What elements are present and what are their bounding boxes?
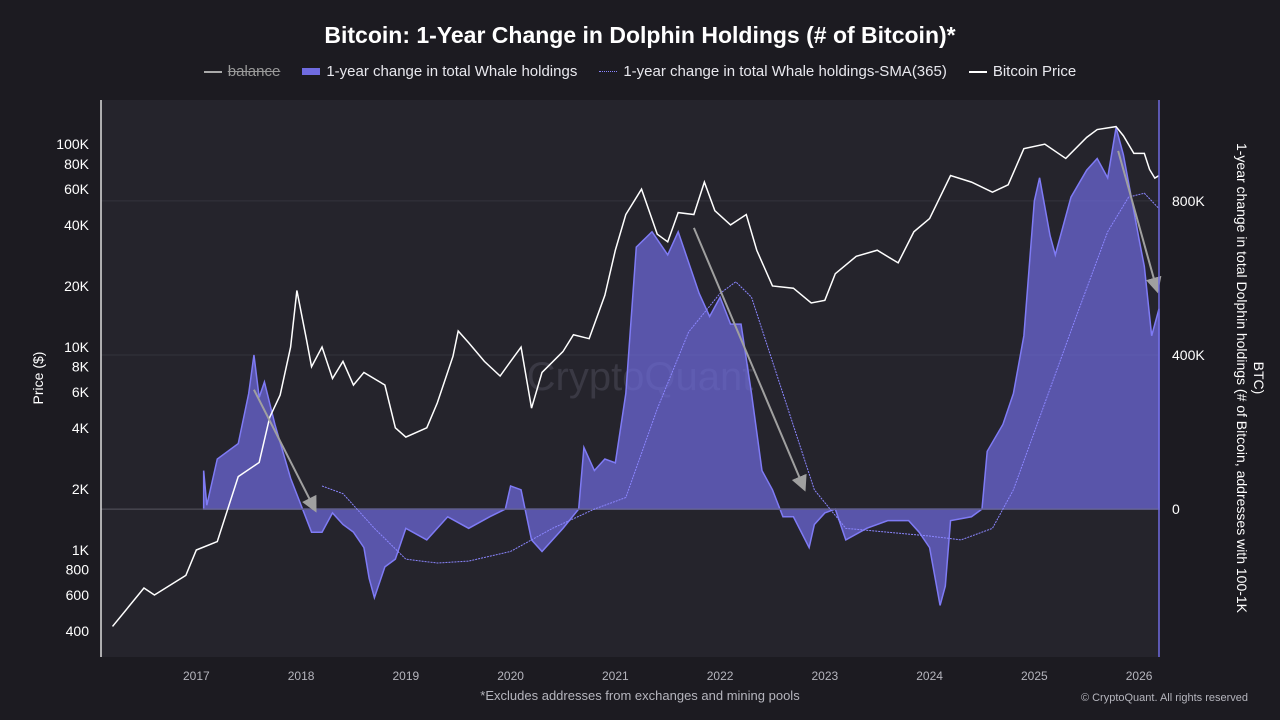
left-tick-label: 8K: [72, 359, 90, 375]
x-tick-label: 2023: [811, 669, 838, 683]
x-tick-label: 2019: [392, 669, 419, 683]
right-axis-title: 1-year change in total Dolphin holdings …: [1234, 143, 1267, 614]
legend-swatch: [302, 68, 321, 75]
legend-item-price[interactable]: Bitcoin Price: [968, 63, 1077, 80]
left-tick-label: 4K: [72, 420, 90, 436]
x-tick-label: 2025: [1021, 669, 1048, 683]
x-tick-label: 2024: [916, 669, 943, 683]
legend: balance 1-year change in total Whale hol…: [0, 63, 1280, 80]
legend-item-whale-change[interactable]: 1-year change in total Whale holdings: [302, 63, 577, 80]
left-tick-label: 400: [66, 623, 90, 639]
right-tick-label: 800K: [1172, 193, 1205, 209]
right-tick-label: 0: [1172, 501, 1180, 517]
x-tick-label: 2018: [288, 669, 315, 683]
legend-item-sma[interactable]: 1-year change in total Whale holdings-SM…: [599, 63, 947, 80]
trend-arrow: [253, 389, 317, 513]
left-tick-label: 40K: [64, 217, 90, 233]
x-tick-label: 2026: [1126, 669, 1153, 683]
left-tick-label: 600: [66, 587, 90, 603]
trend-arrow: [692, 227, 807, 492]
left-axis-title: Price ($): [30, 352, 46, 405]
x-tick-label: 2020: [497, 669, 524, 683]
legend-swatch: [203, 70, 222, 73]
left-tick-label: 2K: [72, 481, 90, 497]
left-tick-label: 10K: [64, 339, 90, 355]
trend-arrow: [1117, 150, 1162, 294]
x-tick-label: 2017: [183, 669, 210, 683]
copyright: © CryptoQuant. All rights reserved: [1080, 692, 1248, 704]
left-tick-label: 800: [66, 562, 90, 578]
legend-swatch: [599, 71, 618, 72]
left-tick-label: 100K: [56, 136, 89, 152]
legend-item-balance[interactable]: balance: [203, 63, 281, 80]
legend-label: 1-year change in total Whale holdings-SM…: [623, 63, 947, 80]
legend-label: 1-year change in total Whale holdings: [326, 63, 578, 80]
sma-line: [321, 192, 1160, 564]
left-tick-label: 6K: [72, 384, 90, 400]
right-axis-title-line: 1-year change in total Dolphin holdings …: [1234, 143, 1250, 614]
legend-label: Bitcoin Price: [992, 63, 1077, 80]
left-tick-label: 20K: [64, 278, 90, 294]
legend-swatch: [968, 70, 987, 73]
x-tick-label: 2022: [707, 669, 734, 683]
right-tick-label: 400K: [1172, 347, 1205, 363]
legend-label: balance: [227, 63, 281, 80]
chart-title: Bitcoin: 1-Year Change in Dolphin Holdin…: [324, 22, 956, 48]
x-tick-label: 2021: [602, 669, 629, 683]
right-axis-title-line: BTC): [1251, 362, 1267, 395]
left-tick-label: 80K: [64, 156, 90, 172]
left-tick-label: 60K: [64, 181, 90, 197]
left-tick-label: 1K: [72, 542, 90, 558]
price-line: [111, 125, 1160, 627]
footnote: *Excludes addresses from exchanges and m…: [480, 688, 800, 703]
whale-change-area: [202, 127, 1160, 606]
